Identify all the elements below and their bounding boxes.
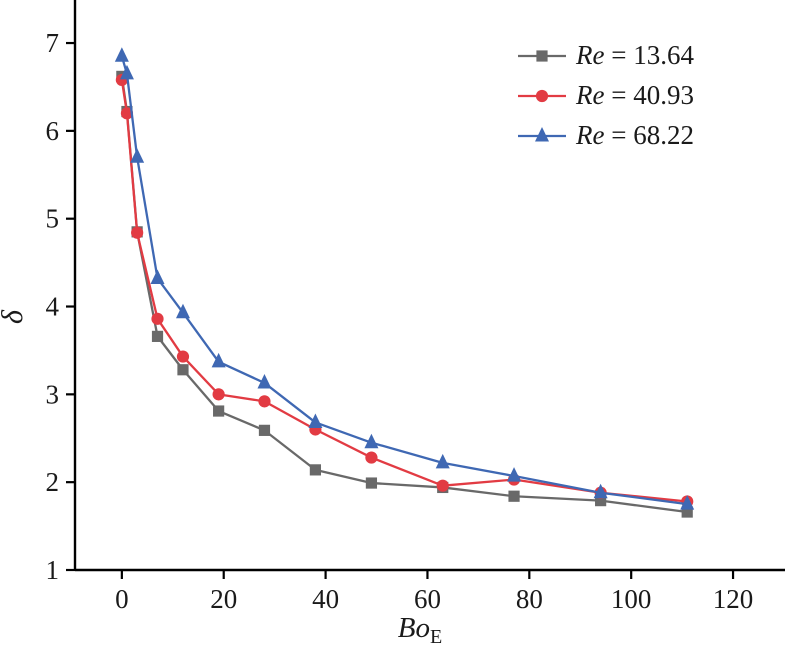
data-point-circle <box>151 312 164 325</box>
y-tick-label: 5 <box>46 204 60 234</box>
data-point-triangle <box>364 433 379 449</box>
data-point-triangle <box>593 483 608 499</box>
ticks <box>66 41 735 579</box>
x-tick-label: 0 <box>115 584 129 614</box>
y-tick-label: 2 <box>46 467 60 497</box>
data-point-triangle <box>150 269 165 284</box>
data-point-circle <box>365 451 378 464</box>
data-point-square <box>681 506 693 518</box>
data-point-triangle <box>211 352 226 368</box>
data-point-triangle <box>680 495 695 510</box>
data-point-triangle <box>535 126 549 142</box>
x-axis-title-subscript: E <box>430 626 443 648</box>
data-point-square <box>595 495 607 507</box>
legend-line-icon <box>518 89 566 102</box>
series-3 <box>114 47 695 510</box>
legend-line-icon <box>518 49 566 62</box>
data-point-triangle <box>507 467 522 482</box>
legend-item: Re = 13.64 <box>518 40 694 71</box>
legend-label: Re = 40.93 <box>576 80 694 110</box>
x-axis-title-text: Bo <box>397 612 430 644</box>
legend-label: Re = 13.64 <box>576 40 694 70</box>
legend-marker-square-icon <box>518 46 566 66</box>
data-point-square <box>258 424 271 436</box>
y-axis-title-text: δ <box>0 310 29 324</box>
data-point-square <box>365 477 378 489</box>
x-axis-title: BoE <box>75 612 765 649</box>
legend-label: Re = 68.22 <box>576 120 694 150</box>
legend: Re = 13.64 Re = 40.93 Re = 68.22 <box>518 40 694 151</box>
x-tick-label: 80 <box>516 584 543 614</box>
y-tick-label: 1 <box>46 555 60 585</box>
y-tick-label: 3 <box>46 379 60 409</box>
axes <box>73 0 785 572</box>
data-point-circle <box>535 89 549 102</box>
data-point-triangle <box>257 373 272 389</box>
data-point-square <box>309 464 322 476</box>
x-tick-label: 120 <box>713 584 754 614</box>
data-point-square <box>213 405 225 417</box>
legend-item: Re = 40.93 <box>518 80 694 111</box>
x-tick-label: 20 <box>210 584 237 614</box>
data-point-triangle <box>175 303 190 319</box>
legend-marker-circle-icon <box>518 86 566 106</box>
y-axis-title: δ <box>0 310 30 324</box>
legend-line-icon <box>518 126 566 142</box>
data-point-circle <box>436 479 449 492</box>
data-point-circle <box>176 350 190 363</box>
legend-item: Re = 68.22 <box>518 120 694 151</box>
data-point-square <box>536 49 548 62</box>
data-point-triangle <box>130 148 145 163</box>
data-point-circle <box>120 107 134 120</box>
y-tick-label: 7 <box>46 28 60 58</box>
data-point-triangle <box>114 47 129 62</box>
x-tick-label: 40 <box>312 584 339 614</box>
tick-labels: 0 20 40 60 80 100 120 1 2 3 4 5 6 7 <box>46 28 754 614</box>
data-point-square <box>177 364 189 376</box>
y-tick-label: 4 <box>46 292 60 322</box>
data-point-circle <box>258 395 271 408</box>
x-tick-label: 100 <box>611 584 652 614</box>
legend-marker-triangle-icon <box>518 126 566 146</box>
data-point-square <box>508 490 520 502</box>
y-tick-label: 6 <box>46 116 60 146</box>
x-tick-label: 60 <box>414 584 441 614</box>
data-point-triangle <box>308 413 323 429</box>
data-point-triangle <box>435 453 450 469</box>
data-point-triangle <box>119 64 134 80</box>
data-point-circle <box>131 226 144 239</box>
data-point-circle <box>212 388 225 401</box>
data-point-square <box>151 330 164 342</box>
